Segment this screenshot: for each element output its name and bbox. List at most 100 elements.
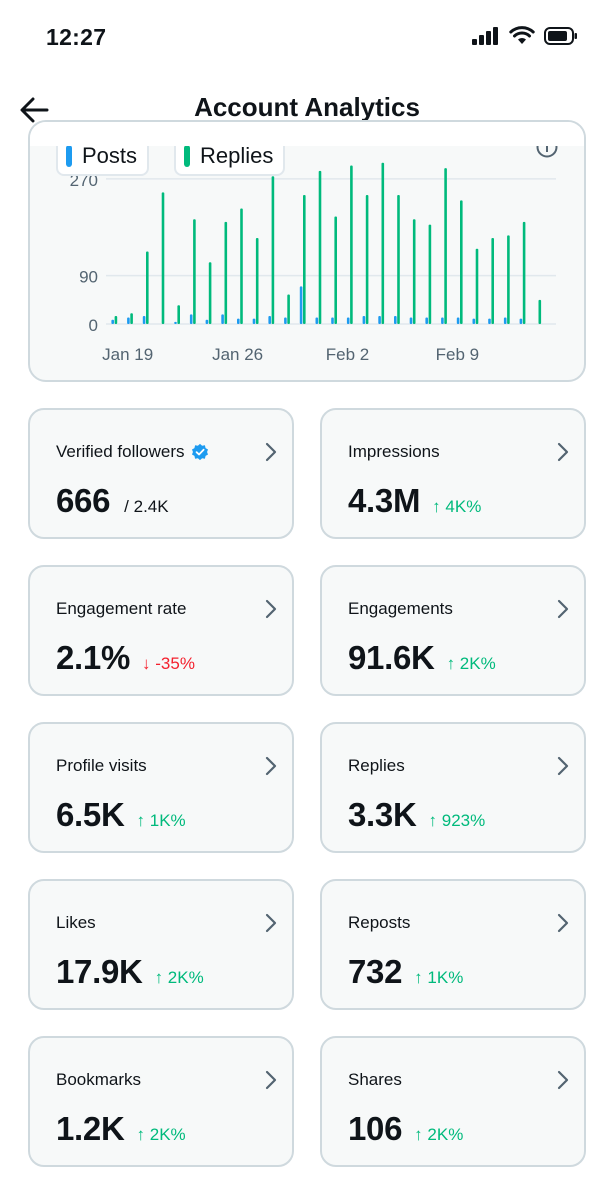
metric-label: Engagements: [348, 599, 453, 619]
bar-replies-jan-22: [177, 305, 180, 324]
bar-posts-feb-6: [409, 317, 413, 324]
status-bar: 12:27: [0, 0, 614, 76]
metric-label-text: Bookmarks: [56, 1070, 142, 1089]
metric-label-text: Shares: [348, 1070, 402, 1089]
legend-replies[interactable]: Replies: [174, 136, 286, 176]
metric-value-row: 666 / 2.4K: [56, 482, 169, 520]
bar-posts-feb-4: [378, 315, 381, 324]
metric-value-row: 106 ↑ 2K%: [348, 1110, 463, 1148]
cellular-signal-icon: [472, 26, 498, 45]
x-tick-label: Feb 2: [326, 345, 369, 364]
status-time: 12:27: [46, 24, 107, 50]
metric-value-row: 2.1% ↓ -35%: [56, 639, 195, 677]
metric-label-text: Engagement rate: [56, 599, 187, 618]
metric-value: 4.3M: [348, 482, 421, 519]
metric-value: 2.1%: [56, 639, 131, 676]
metric-change: ↑ 1K%: [136, 811, 186, 830]
metric-label: Shares: [348, 1070, 402, 1090]
metric-card-shares[interactable]: Shares 106 ↑ 2K%: [320, 1036, 586, 1167]
metric-value: 732: [348, 953, 403, 990]
bar-posts-feb-3: [362, 315, 366, 324]
bar-replies-jan-29: [287, 294, 290, 324]
metric-change: ↑ 923%: [428, 811, 486, 830]
metric-card-bookmarks[interactable]: Bookmarks 1.2K ↑ 2K%: [28, 1036, 294, 1167]
bar-replies-feb-8: [444, 168, 447, 324]
metric-value-row: 1.2K ↑ 2K%: [56, 1110, 186, 1148]
bar-posts-feb-12: [503, 317, 507, 324]
bar-replies-feb-5: [397, 195, 400, 324]
metric-value: 6.5K: [56, 796, 125, 833]
metric-card-impressions[interactable]: Impressions 4.3M ↑ 4K%: [320, 408, 586, 539]
legend-posts-swatch: [66, 145, 72, 167]
bar-posts-feb-1: [331, 317, 334, 324]
bar-posts-feb-8: [441, 317, 444, 324]
status-icons: [472, 26, 578, 45]
metric-label: Verified followers: [56, 442, 209, 462]
bar-replies-jan-21: [161, 192, 165, 324]
y-tick-label: 0: [89, 316, 98, 335]
bar-posts-jan-26: [237, 318, 240, 324]
metric-card-engagement-rate[interactable]: Engagement rate 2.1% ↓ -35%: [28, 565, 294, 696]
metric-card-reposts[interactable]: Reposts 732 ↑ 1K%: [320, 879, 586, 1010]
metric-value: 1.2K: [56, 1110, 125, 1147]
bar-posts-feb-13: [519, 318, 523, 324]
legend-posts[interactable]: Posts: [56, 136, 150, 176]
metric-change: ↑ 4K%: [432, 497, 482, 516]
chevron-right-icon: [265, 913, 277, 933]
legend-replies-swatch: [184, 145, 190, 167]
legend-posts-label: Posts: [82, 143, 138, 168]
back-button[interactable]: [14, 90, 54, 130]
bar-posts-feb-5: [394, 315, 397, 324]
metric-card-verified-followers[interactable]: Verified followers 666 / 2.4K: [28, 408, 294, 539]
chevron-right-icon: [265, 1070, 277, 1090]
metric-value-row: 732 ↑ 1K%: [348, 953, 463, 991]
bar-posts-jan-29: [284, 317, 287, 324]
chevron-right-icon: [557, 442, 569, 462]
metric-total: / 2.4K: [124, 497, 169, 516]
bar-replies-feb-7: [428, 224, 432, 324]
bar-replies-jan-27: [255, 238, 259, 324]
info-icon[interactable]: [536, 136, 558, 158]
metric-label-text: Likes: [56, 913, 96, 932]
bar-posts-feb-10: [472, 318, 476, 324]
bar-replies-feb-4: [381, 162, 385, 324]
metric-label-text: Profile visits: [56, 756, 147, 775]
x-tick-label: Feb 9: [436, 345, 479, 364]
back-arrow-icon: [20, 97, 49, 123]
bar-replies-jan-25: [224, 221, 228, 324]
bar-replies-jan-31: [318, 170, 322, 324]
metric-change: ↑ 2K%: [414, 1125, 464, 1144]
metric-card-profile-visits[interactable]: Profile visits 6.5K ↑ 1K%: [28, 722, 294, 853]
bar-replies-feb-14: [538, 299, 542, 324]
metric-label: Profile visits: [56, 756, 147, 776]
metric-label: Bookmarks: [56, 1070, 141, 1090]
legend-replies-label: Replies: [200, 143, 274, 168]
bar-posts-jan-18: [111, 319, 114, 324]
metric-card-replies[interactable]: Replies 3.3K ↑ 923%: [320, 722, 586, 853]
metric-label: Reposts: [348, 913, 410, 933]
metric-card-likes[interactable]: Likes 17.9K ↑ 2K%: [28, 879, 294, 1010]
metric-change: ↑ 2K%: [136, 1125, 186, 1144]
metric-card-engagements[interactable]: Engagements 91.6K ↑ 2K%: [320, 565, 586, 696]
metric-label-text: Replies: [348, 756, 405, 775]
bar-replies-feb-13: [522, 221, 526, 324]
metric-value-row: 4.3M ↑ 4K%: [348, 482, 481, 520]
metric-label-text: Verified followers: [56, 442, 185, 461]
metric-change: ↑ 2K%: [446, 654, 496, 673]
bar-posts-feb-2: [346, 317, 350, 324]
bar-replies-feb-9: [460, 200, 463, 324]
bar-replies-feb-12: [507, 235, 510, 324]
chevron-right-icon: [265, 599, 277, 619]
metric-value: 3.3K: [348, 796, 417, 833]
metric-label: Likes: [56, 913, 96, 933]
page-title: Account Analytics: [194, 92, 420, 122]
metric-change: ↓ -35%: [142, 654, 195, 673]
bar-posts-jan-19: [127, 317, 130, 324]
metric-value-row: 3.3K ↑ 923%: [348, 796, 485, 834]
chevron-right-icon: [265, 442, 277, 462]
bar-replies-feb-11: [491, 238, 494, 324]
bar-posts-jan-28: [268, 315, 271, 324]
metric-value: 666: [56, 482, 111, 519]
metric-label: Engagement rate: [56, 599, 186, 619]
bar-replies-feb-6: [412, 219, 416, 324]
